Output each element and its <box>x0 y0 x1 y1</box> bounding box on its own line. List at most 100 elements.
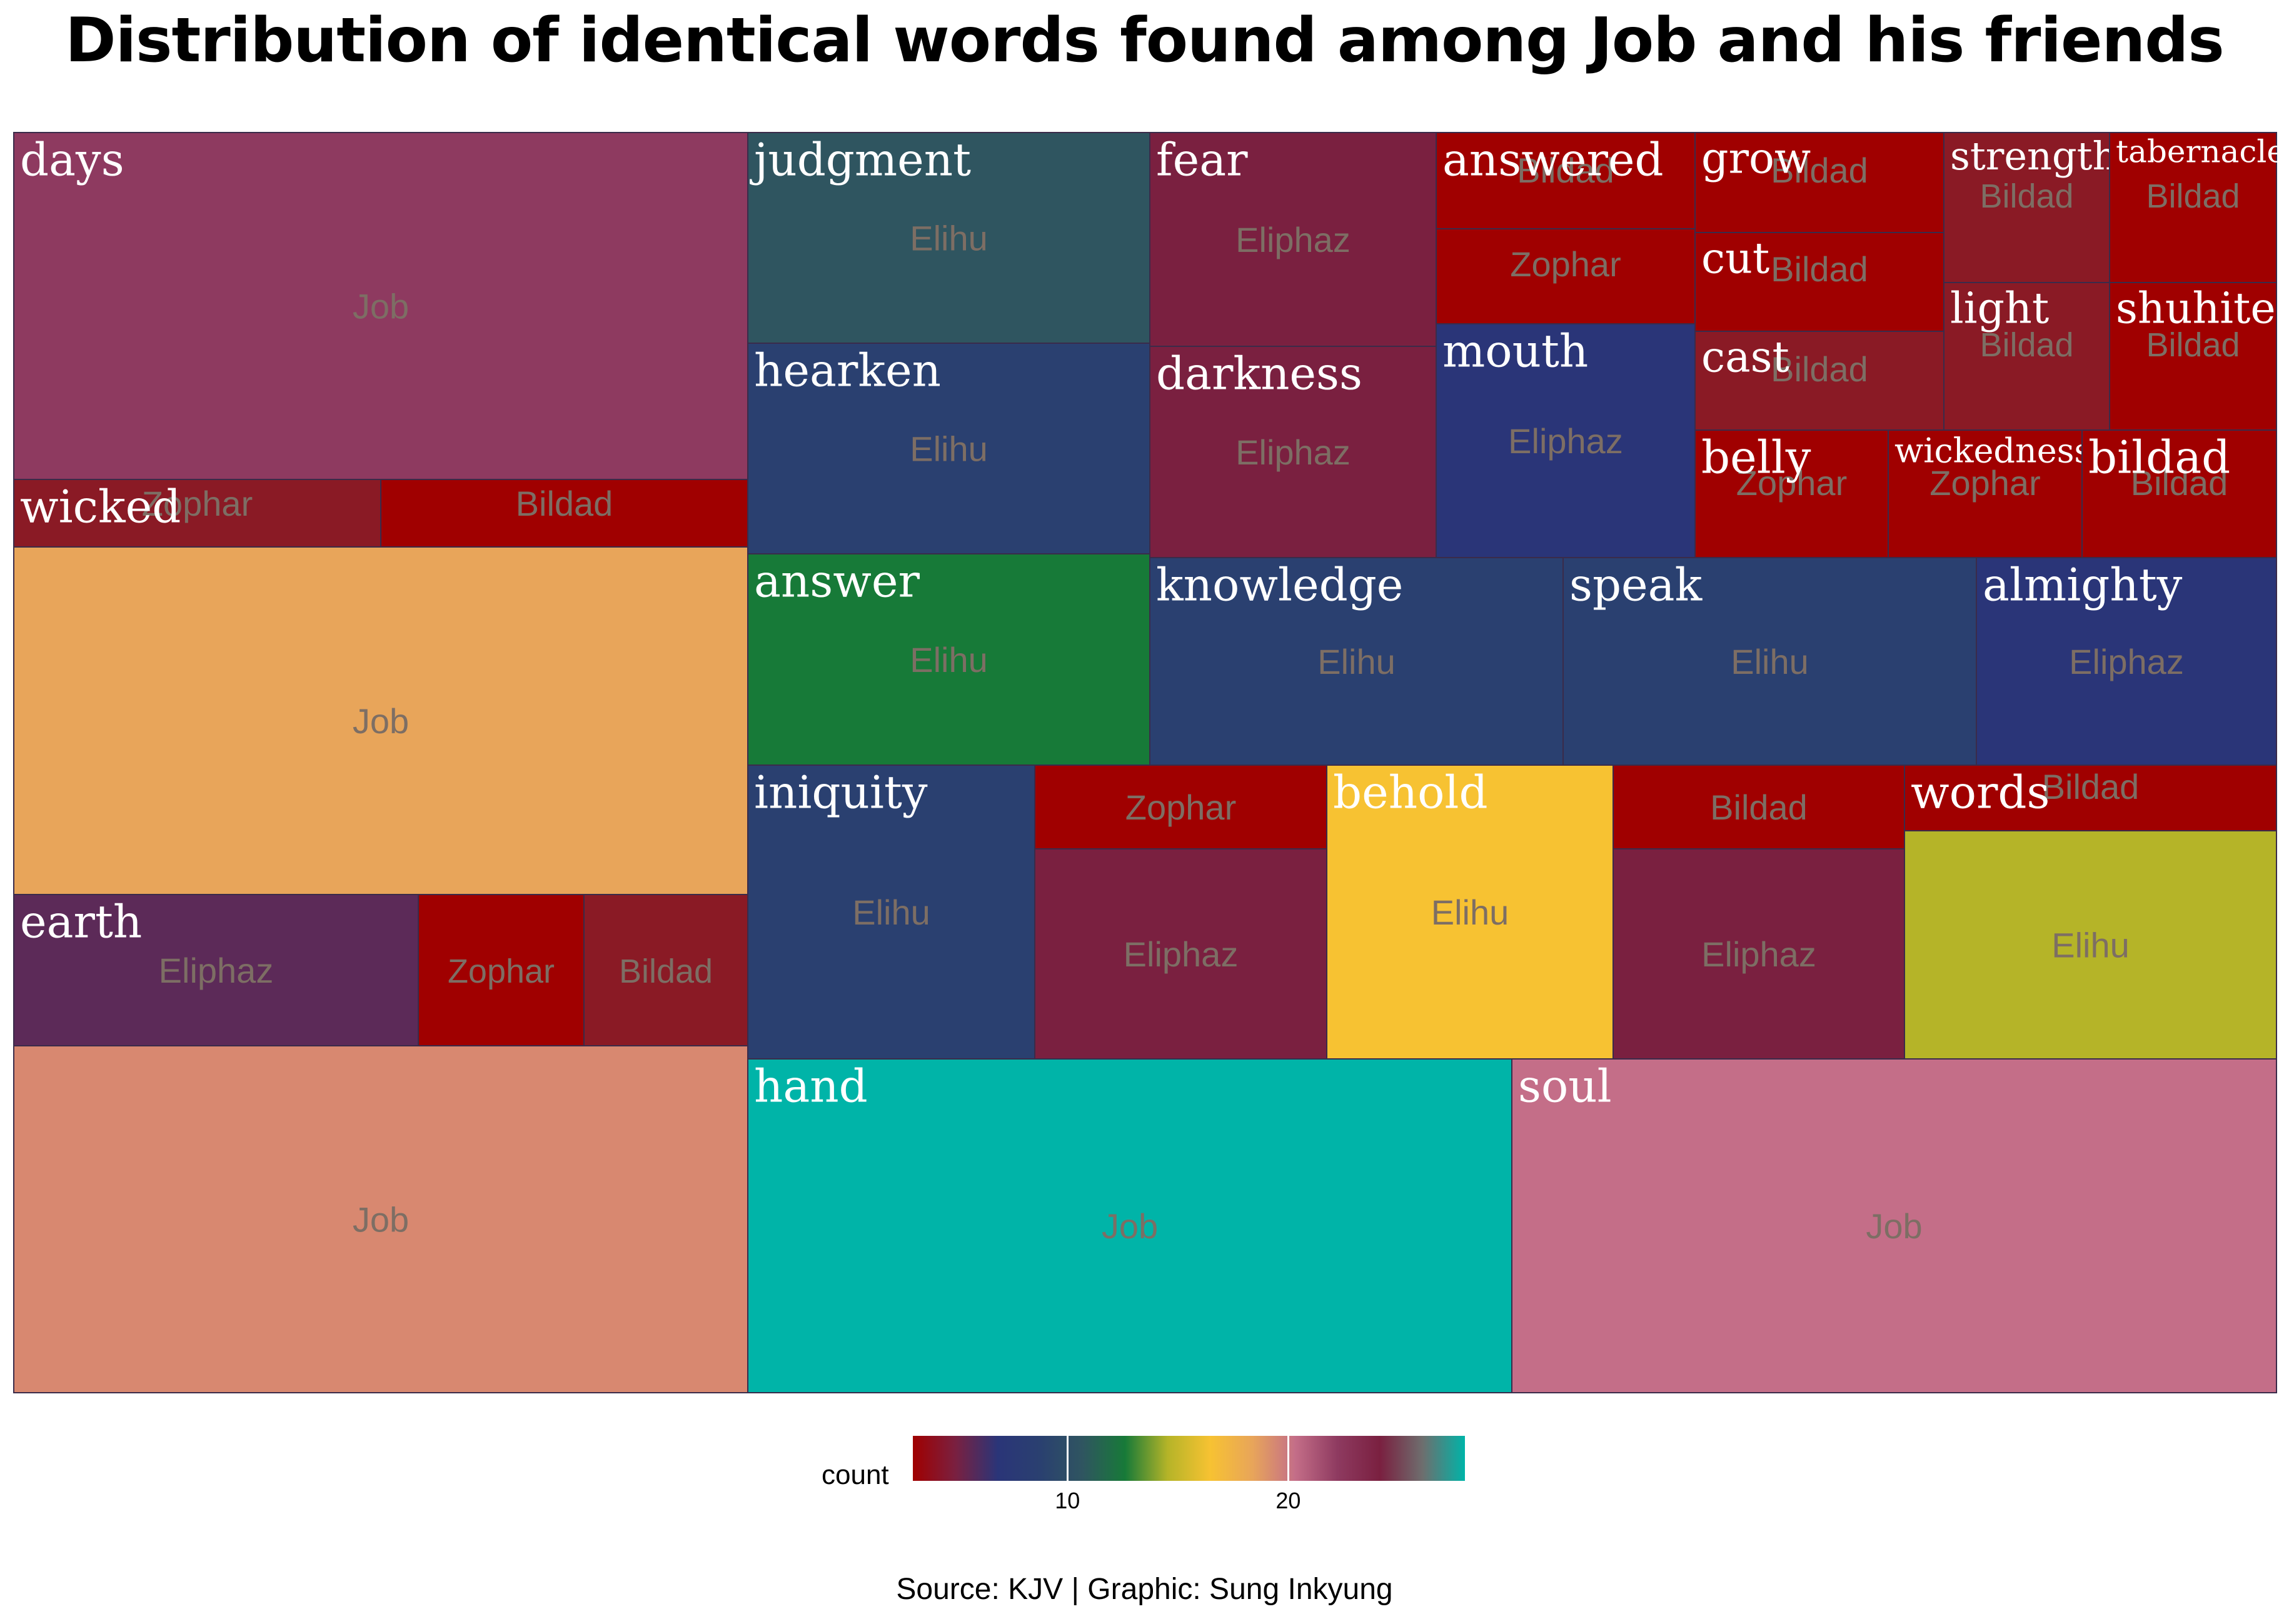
treemap-cell <box>2109 282 2277 431</box>
treemap-group-answer: Elihu answer <box>747 553 1150 766</box>
speaker-label: Job <box>353 701 409 741</box>
treemap-cell <box>1943 132 2110 283</box>
treemap-group-mouth: Eliphaz mouth <box>1436 323 1696 558</box>
treemap-cell <box>418 894 585 1046</box>
treemap-cell <box>13 1045 748 1393</box>
treemap-cell <box>2081 429 2277 558</box>
word-label: fear <box>1156 133 1248 186</box>
treemap-group-days: Job days <box>13 132 748 480</box>
speaker-label: Bildad <box>2042 767 2140 806</box>
chart-title: Distribution of identical words found am… <box>65 5 2225 76</box>
word-label: light <box>1950 284 2049 334</box>
legend-tick-label: 10 <box>1055 1488 1080 1513</box>
legend-tick-label: 20 <box>1275 1488 1301 1513</box>
legend-colorbar <box>913 1436 1465 1481</box>
speaker-label: Bildad <box>2146 178 2240 215</box>
speaker-label: Eliphaz <box>2069 642 2184 681</box>
treemap-cell <box>747 1058 1512 1393</box>
speaker-label: Zophar <box>1736 463 1847 503</box>
speaker-label: Bildad <box>1517 151 1614 190</box>
speaker-label: Job <box>353 1200 409 1240</box>
speaker-label: Zophar <box>142 484 253 523</box>
speaker-label: Zophar <box>1929 463 2040 503</box>
speaker-label: Elihu <box>1731 642 1809 681</box>
treemap-group-answered: Bildad Zophar answered <box>1436 132 1696 324</box>
treemap-cell <box>1694 429 1889 558</box>
word-label: answer <box>754 554 920 607</box>
treemap-group-words: Bildad Elihu words <box>1904 764 2277 1060</box>
word-label: hand <box>754 1060 868 1112</box>
speaker-label: Bildad <box>516 484 613 523</box>
speaker-label: Bildad <box>2146 326 2240 364</box>
word-label: judgment <box>750 133 971 186</box>
treemap-cell <box>1562 557 1977 766</box>
treemap-cell <box>747 764 1035 1060</box>
speaker-label: Bildad <box>1980 178 2073 215</box>
speaker-label: Eliphaz <box>1701 935 1816 974</box>
word-label: darkness <box>1156 347 1362 399</box>
speaker-label: Elihu <box>852 893 930 932</box>
speaker-label: Eliphaz <box>1124 935 1239 974</box>
speaker-label: Bildad <box>1771 151 1868 190</box>
speaker-label: Elihu <box>910 640 988 679</box>
word-label: tabernacle <box>2116 134 2285 170</box>
speaker-label: Job <box>1102 1206 1158 1246</box>
speaker-label: Job <box>1866 1206 1922 1246</box>
speaker-label: Elihu <box>910 429 988 469</box>
word-label: soul <box>1518 1060 1612 1112</box>
speaker-label: Bildad <box>2131 463 2228 503</box>
word-label: grow <box>1701 134 1811 184</box>
treemap-cell <box>1436 323 1696 558</box>
treemap-group-unlabeled-2: Job <box>13 546 748 895</box>
legend-title: count <box>822 1460 889 1490</box>
treemap-group-knowledge: Elihu knowledge <box>1149 557 1564 766</box>
word-label: earth <box>20 895 142 948</box>
treemap-group-iniquity: Elihu iniquity <box>747 764 1035 1060</box>
treemap-cell <box>1034 848 1327 1060</box>
word-label: iniquity <box>754 766 928 818</box>
word-label: cut <box>1701 234 1769 284</box>
speaker-label: Bildad <box>1771 349 1868 389</box>
treemap-cell <box>747 553 1150 766</box>
word-label: words <box>1911 766 2050 818</box>
treemap-cell <box>747 343 1150 554</box>
treemap-group-speak: Elihu speak <box>1562 557 1977 766</box>
treemap-cell <box>1694 232 1944 332</box>
speaker-label: Zophar <box>1125 788 1236 827</box>
word-label: answered <box>1442 133 1664 186</box>
speaker-label: Eliphaz <box>1235 220 1351 259</box>
word-label: strength <box>1950 133 2118 179</box>
word-label: behold <box>1333 766 1488 818</box>
speaker-label: Bildad <box>1771 249 1868 289</box>
word-label: bildad <box>2088 431 2230 483</box>
treemap-group-soul: Job soul <box>1511 1058 2277 1393</box>
speaker-label: Zophar <box>1510 244 1621 284</box>
treemap-cell <box>1694 331 1944 431</box>
speaker-label: Bildad <box>619 953 713 990</box>
treemap-cell <box>1149 346 1437 558</box>
treemap-group-almighty: Eliphaz almighty <box>1976 557 2277 766</box>
treemap-group-tabernacle: Bildad tabernacle <box>2109 132 2285 283</box>
word-label: almighty <box>1983 558 2183 611</box>
speaker-label: Bildad <box>1710 788 1808 827</box>
treemap-cell <box>1149 132 1437 347</box>
speaker-label: Job <box>353 287 409 326</box>
treemap-cell <box>1943 282 2110 431</box>
word-label: shuhite <box>2116 284 2276 334</box>
word-label: mouth <box>1442 324 1588 377</box>
treemap-cell <box>1511 1058 2277 1393</box>
word-label: hearken <box>754 344 941 396</box>
word-label: speak <box>1569 558 1703 611</box>
speaker-label: Elihu <box>910 219 988 258</box>
treemap-group-hearken: Elihu hearken <box>747 343 1150 554</box>
treemap-cell <box>1326 764 1614 1060</box>
treemap-group-darkness: Eliphaz darkness <box>1149 346 1437 558</box>
